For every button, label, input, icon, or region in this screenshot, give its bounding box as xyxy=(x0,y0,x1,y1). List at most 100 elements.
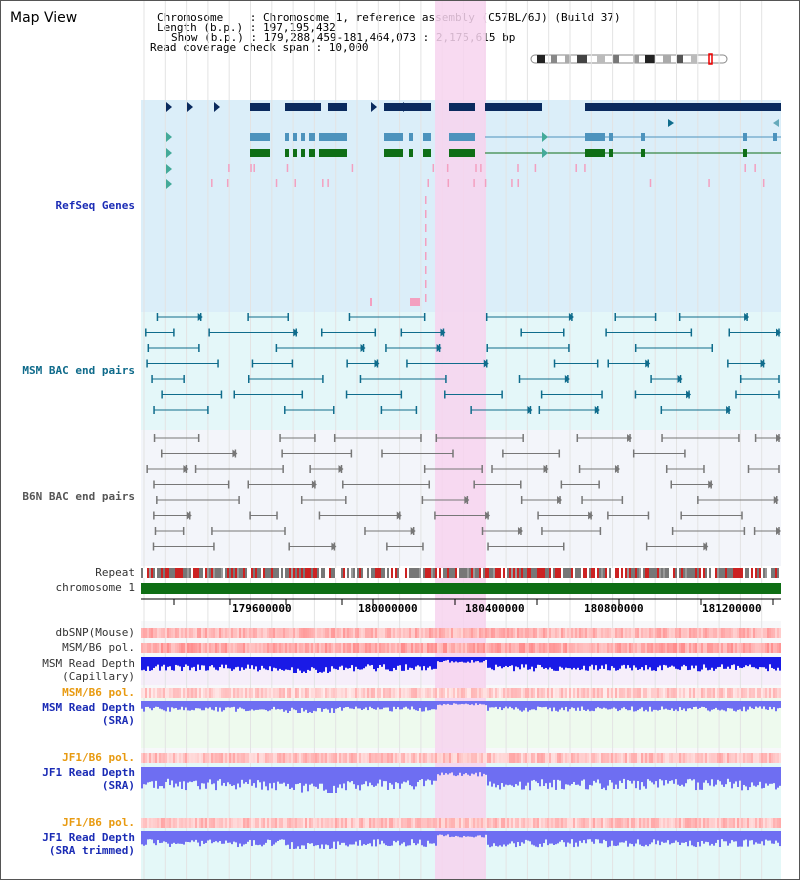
depth-bar xyxy=(591,701,593,711)
depth-bar xyxy=(409,701,411,710)
heat-cell xyxy=(519,753,521,763)
heat-cell xyxy=(667,688,669,698)
depth-bar xyxy=(445,831,447,836)
track-label-jf1-depth-sub[interactable]: (SRA) xyxy=(101,779,135,792)
repeat-block xyxy=(147,568,149,578)
heat-cell xyxy=(237,643,239,653)
heat-cell xyxy=(151,818,153,828)
repeat-block xyxy=(279,568,281,578)
heat-cell xyxy=(255,628,257,638)
heat-cell xyxy=(337,818,339,828)
heat-cell xyxy=(297,818,299,828)
repeat-block xyxy=(253,568,255,578)
repeat-block xyxy=(441,568,443,578)
track-label-jf1-depth[interactable]: JF1 Read Depth xyxy=(42,766,135,779)
heat-cell xyxy=(547,628,549,638)
track-label-b6n-bac[interactable]: B6N BAC end pairs xyxy=(22,490,135,503)
track-label-dbsnp[interactable]: dbSNP(Mouse) xyxy=(55,626,135,639)
heat-cell xyxy=(701,753,703,763)
heat-cell xyxy=(443,818,445,828)
heat-cell xyxy=(195,818,197,828)
repeat-block xyxy=(509,568,511,578)
depth-bar xyxy=(369,657,371,666)
depth-bar xyxy=(555,701,557,711)
track-label-repeat[interactable]: Repeat xyxy=(95,566,135,579)
depth-bar xyxy=(209,657,211,667)
track-label-refseq[interactable]: RefSeq Genes xyxy=(55,199,135,212)
heat-cell xyxy=(427,643,429,653)
heat-cell xyxy=(273,818,275,828)
heat-cell xyxy=(161,818,163,828)
heat-cell xyxy=(369,753,371,763)
heat-cell xyxy=(505,818,507,828)
depth-bar xyxy=(193,767,195,782)
depth-bar xyxy=(393,701,395,707)
depth-bar xyxy=(577,831,579,847)
depth-bar xyxy=(199,831,201,847)
depth-bar xyxy=(285,767,287,787)
depth-bar xyxy=(587,767,589,790)
heat-cell xyxy=(285,753,287,763)
track-label-msm-bac[interactable]: MSM BAC end pairs xyxy=(22,364,135,377)
depth-bar xyxy=(547,701,549,710)
heat-cell xyxy=(753,688,755,698)
repeat-block xyxy=(599,568,601,578)
depth-bar xyxy=(659,831,661,846)
depth-bar xyxy=(675,767,677,780)
repeat-block xyxy=(519,568,521,578)
heat-cell xyxy=(637,688,639,698)
depth-bar xyxy=(317,831,319,846)
heat-cell xyxy=(607,628,609,638)
heat-cell xyxy=(557,753,559,763)
heat-cell xyxy=(533,818,535,828)
heat-cell xyxy=(661,688,663,698)
depth-bar xyxy=(291,831,293,843)
track-label-chromosome[interactable]: chromosome 1 xyxy=(55,581,135,594)
depth-bar xyxy=(405,657,407,665)
depth-bar xyxy=(219,657,221,668)
track-label-msm-depth-capillary[interactable]: MSM Read Depth xyxy=(42,657,135,670)
depth-bar xyxy=(565,701,567,707)
heat-cell xyxy=(357,643,359,653)
track-label-jf1-pol-2[interactable]: JF1/B6 pol. xyxy=(62,816,135,829)
track-label-jf1-pol[interactable]: JF1/B6 pol. xyxy=(62,751,135,764)
bac-arrow xyxy=(744,313,750,321)
track-label-msm-depth-sra[interactable]: MSM Read Depth xyxy=(42,701,135,714)
chromosome-ideogram[interactable] xyxy=(529,53,729,65)
heat-cell xyxy=(561,753,563,763)
track-label-jf1-trimmed[interactable]: JF1 Read Depth xyxy=(42,831,135,844)
track-label-jf1-trimmed-sub[interactable]: (SRA trimmed) xyxy=(48,844,135,857)
heat-cell xyxy=(699,688,701,698)
depth-bar xyxy=(565,657,567,668)
heat-cell xyxy=(467,628,469,638)
heat-cell xyxy=(561,643,563,653)
heat-cell xyxy=(705,688,707,698)
heat-cell xyxy=(733,628,735,638)
heat-cell xyxy=(225,688,227,698)
track-label-msm-depth-capillary-sub[interactable]: (Capillary) xyxy=(62,670,135,683)
heat-cell xyxy=(525,628,527,638)
depth-bar xyxy=(455,767,457,777)
heat-cell xyxy=(263,688,265,698)
heat-cell xyxy=(341,753,343,763)
heat-cell xyxy=(405,628,407,638)
heat-cell xyxy=(505,628,507,638)
track-label-msm-b6-pol-2[interactable]: MSM/B6 pol. xyxy=(62,686,135,699)
depth-bar xyxy=(579,657,581,671)
depth-bar xyxy=(183,767,185,782)
depth-bar xyxy=(373,831,375,840)
depth-bar xyxy=(643,657,645,671)
heat-cell xyxy=(439,643,441,653)
track-label-msm-b6-pol[interactable]: MSM/B6 pol. xyxy=(62,641,135,654)
heat-cell xyxy=(601,628,603,638)
repeat-block xyxy=(681,568,683,578)
heat-cell xyxy=(335,628,337,638)
heat-cell xyxy=(323,688,325,698)
depth-bar xyxy=(383,657,385,665)
depth-bar xyxy=(631,657,633,671)
heat-cell xyxy=(625,643,627,653)
track-label-msm-depth-sra-sub[interactable]: (SRA) xyxy=(101,714,135,727)
depth-bar xyxy=(341,701,343,711)
heat-cell xyxy=(695,753,697,763)
